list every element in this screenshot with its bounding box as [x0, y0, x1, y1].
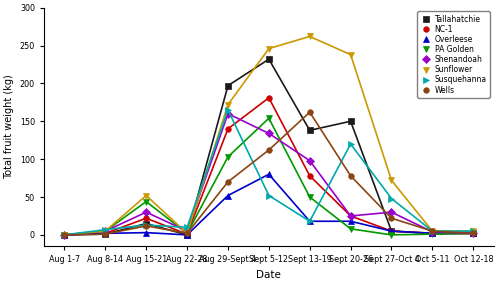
Susquehanna [430, 229, 436, 233]
Line: Overleese: Overleese [62, 172, 476, 238]
Tallahatchie [266, 57, 272, 61]
Overleese [306, 220, 312, 223]
Wells [306, 110, 312, 114]
Tallahatchie [62, 233, 68, 237]
Overleese [102, 232, 108, 235]
NC-1 [388, 229, 394, 233]
Wells [102, 232, 108, 236]
PA Golden [143, 200, 149, 203]
Susquehanna [388, 197, 394, 200]
Wells [430, 229, 436, 233]
Shenandoah [225, 112, 231, 115]
PA Golden [225, 155, 231, 158]
PA Golden [306, 195, 312, 199]
Overleese [266, 173, 272, 176]
Line: Wells: Wells [62, 109, 476, 238]
Susquehanna [62, 233, 68, 237]
Shenandoah [306, 159, 312, 162]
Sunflower [184, 232, 190, 235]
Overleese [143, 231, 149, 234]
Tallahatchie [348, 120, 354, 123]
NC-1 [143, 216, 149, 220]
NC-1 [184, 232, 190, 236]
NC-1 [266, 96, 272, 99]
Susquehanna [143, 223, 149, 227]
NC-1 [430, 232, 436, 235]
Tallahatchie [430, 232, 436, 235]
Shenandoah [62, 233, 68, 237]
Susquehanna [348, 142, 354, 146]
Shenandoah [430, 230, 436, 233]
Line: Sunflower: Sunflower [62, 34, 476, 238]
Y-axis label: Total fruit weight (kg): Total fruit weight (kg) [4, 75, 14, 179]
PA Golden [266, 116, 272, 120]
Sunflower [306, 35, 312, 38]
Sunflower [266, 47, 272, 50]
PA Golden [102, 229, 108, 233]
Wells [388, 216, 394, 220]
Tallahatchie [388, 229, 394, 233]
Susquehanna [306, 220, 312, 223]
PA Golden [430, 232, 436, 236]
Tallahatchie [102, 232, 108, 236]
Sunflower [102, 229, 108, 233]
Sunflower [143, 194, 149, 197]
Line: Susquehanna: Susquehanna [62, 107, 476, 238]
Overleese [225, 194, 231, 197]
NC-1 [348, 214, 354, 218]
Shenandoah [143, 210, 149, 214]
NC-1 [306, 174, 312, 178]
Line: NC-1: NC-1 [62, 95, 476, 238]
Susquehanna [102, 228, 108, 231]
PA Golden [348, 227, 354, 231]
Legend: Tallahatchie, NC-1, Overleese, PA Golden, Shenandoah, Sunflower, Susquehanna, We: Tallahatchie, NC-1, Overleese, PA Golden… [417, 11, 490, 98]
PA Golden [388, 233, 394, 237]
Overleese [184, 233, 190, 237]
Shenandoah [348, 214, 354, 218]
Wells [143, 224, 149, 227]
NC-1 [470, 232, 476, 235]
Wells [266, 148, 272, 152]
NC-1 [225, 127, 231, 131]
Tallahatchie [143, 222, 149, 225]
Wells [348, 174, 354, 178]
Overleese [62, 233, 68, 237]
Susquehanna [266, 194, 272, 197]
Line: Shenandoah: Shenandoah [62, 111, 476, 238]
Shenandoah [388, 210, 394, 214]
Sunflower [62, 233, 68, 237]
PA Golden [62, 233, 68, 237]
Sunflower [470, 229, 476, 233]
PA Golden [184, 232, 190, 235]
Tallahatchie [470, 232, 476, 235]
Overleese [470, 232, 476, 235]
Susquehanna [225, 108, 231, 112]
X-axis label: Date: Date [256, 270, 281, 280]
NC-1 [102, 232, 108, 235]
Susquehanna [470, 229, 476, 233]
Sunflower [348, 53, 354, 56]
Sunflower [225, 103, 231, 106]
PA Golden [470, 232, 476, 235]
Wells [184, 232, 190, 235]
Line: Tallahatchie: Tallahatchie [62, 57, 476, 238]
Tallahatchie [184, 233, 190, 237]
Wells [62, 233, 68, 237]
Sunflower [388, 179, 394, 182]
Tallahatchie [306, 129, 312, 132]
Wells [470, 232, 476, 235]
Line: PA Golden: PA Golden [62, 116, 476, 238]
Overleese [388, 229, 394, 233]
Overleese [348, 220, 354, 223]
Shenandoah [184, 229, 190, 233]
Overleese [430, 232, 436, 235]
Susquehanna [184, 225, 190, 229]
Sunflower [430, 229, 436, 233]
Shenandoah [102, 229, 108, 233]
Shenandoah [266, 132, 272, 135]
Wells [225, 180, 231, 183]
NC-1 [62, 233, 68, 237]
Shenandoah [470, 232, 476, 235]
Tallahatchie [225, 84, 231, 87]
